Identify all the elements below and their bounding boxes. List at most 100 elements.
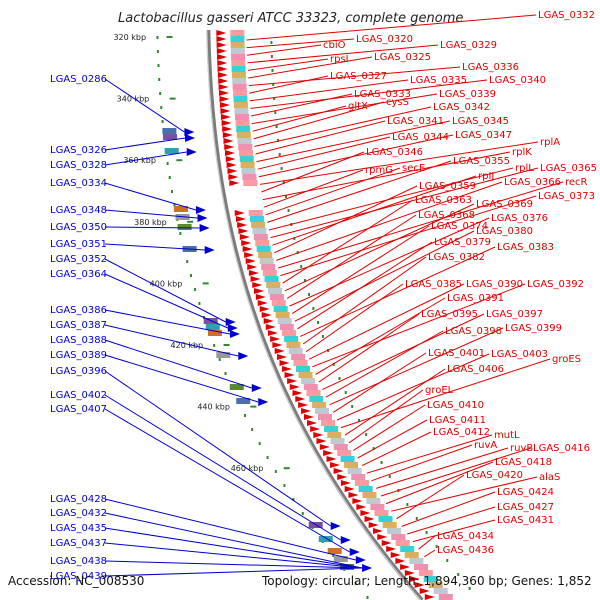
tick-mark [166,36,173,38]
forward-gene-arrow [257,300,268,306]
forward-gene-arrow [216,30,227,36]
forward-leader-line [258,134,454,178]
forward-gene-block [337,450,352,456]
forward-gene-block [271,300,286,306]
forward-leader-line [322,313,485,391]
forward-gene-label: LGAS_0383 [497,242,554,253]
forward-leader-line [361,431,432,467]
reverse-gene-block [162,128,177,134]
forward-leader-line [294,230,475,322]
forward-gene-block [275,312,290,318]
forward-gene-block [238,150,253,156]
forward-gene-label: LGAS_0434 [437,531,494,542]
forward-gene-arrow [250,276,261,282]
forward-leader-line [274,185,418,254]
forward-gene-block [243,180,258,186]
outer-ring-dot [425,531,428,534]
reverse-gene-block [173,206,188,212]
forward-gene-arrow [229,180,240,186]
forward-gene-arrow [414,582,425,588]
forward-gene-arrow [255,294,266,300]
reverse-gene-label: LGAS_0439 [50,571,107,582]
reverse-gene-block [327,548,342,554]
forward-gene-label: LGAS_0366 [504,177,561,188]
forward-gene-block [378,516,393,522]
reverse-gene-block [163,134,178,140]
reverse-leader-line [104,273,228,329]
forward-gene-label: LGAS_0376 [491,213,548,224]
forward-leader-line [401,491,496,527]
forward-gene-arrow [220,114,231,120]
forward-gene-arrow [248,270,259,276]
forward-gene-block [330,438,345,444]
forward-gene-label: LGAS_0340 [489,75,546,86]
outer-ring-dot [272,83,275,86]
forward-gene-block [404,552,419,558]
forward-gene-block [231,72,246,78]
forward-leader-line [250,79,488,109]
forward-leader-line [376,447,509,489]
tick-label: 360 kbp [123,156,156,165]
forward-gene-block [284,336,299,342]
forward-gene-arrow [245,258,256,264]
forward-leader-line [246,14,537,41]
outer-ring-dot [457,573,460,576]
forward-gene-label: LGAS_0397 [486,309,543,320]
forward-gene-block [333,444,348,450]
forward-gene-arrow [216,36,227,42]
forward-gene-block [347,468,362,474]
forward-leader-line [247,44,439,64]
forward-gene-arrow [281,366,292,372]
outer-ring-dot [338,377,341,380]
forward-gene-block [382,522,397,528]
forward-gene-label: LGAS_0345 [452,116,509,127]
forward-gene-label: LGAS_0346 [366,147,423,158]
forward-gene-arrow [424,594,435,600]
forward-gene-block [259,258,274,264]
inner-ring-dot [292,498,295,501]
reverse-gene-label: LGAS_0388 [50,335,107,346]
forward-gene-arrow [323,450,334,456]
outer-ring-dot [270,55,273,58]
forward-leader-line [418,535,436,550]
forward-gene-arrow [310,426,321,432]
forward-gene-label: LGAS_0427 [497,502,554,513]
reverse-gene-label: LGAS_0438 [50,556,107,567]
forward-gene-block [291,354,306,360]
forward-gene-arrow [259,306,270,312]
forward-gene-block [370,504,385,510]
forward-gene-block [253,234,268,240]
forward-gene-block [344,462,359,468]
reverse-leader-line [104,258,226,323]
reverse-gene-block [236,398,251,404]
forward-gene-block [233,96,248,102]
forward-gene-label: LGAS_0332 [538,10,595,21]
tick-label: 440 kbp [197,403,230,412]
forward-leader-line [251,93,353,117]
forward-gene-block [231,54,246,60]
tick-mark [169,97,176,100]
forward-gene-arrow [219,90,230,96]
inner-ring-dot [171,190,174,193]
forward-gene-block [324,426,339,432]
forward-leader-line [391,476,538,512]
forward-leader-line [262,151,511,201]
forward-leader-line [272,175,477,246]
reverse-gene-block [207,330,222,336]
forward-gene-label: LGAS_0342 [433,102,490,113]
reverse-leader-line [104,527,363,569]
inner-ring-dot [213,344,216,347]
forward-gene-block [237,138,252,144]
forward-leader-line [340,358,551,429]
forward-gene-block [268,288,283,294]
forward-gene-block [409,558,424,564]
reverse-gene-block [333,556,348,562]
tick-label: 340 kbp [117,95,150,104]
forward-gene-block [264,276,279,282]
forward-gene-label: mutL [494,430,520,441]
outer-ring-dot [365,433,368,436]
inner-ring-dot [274,470,277,473]
reverse-leader-line [104,542,363,569]
outer-ring-dot [280,167,283,170]
